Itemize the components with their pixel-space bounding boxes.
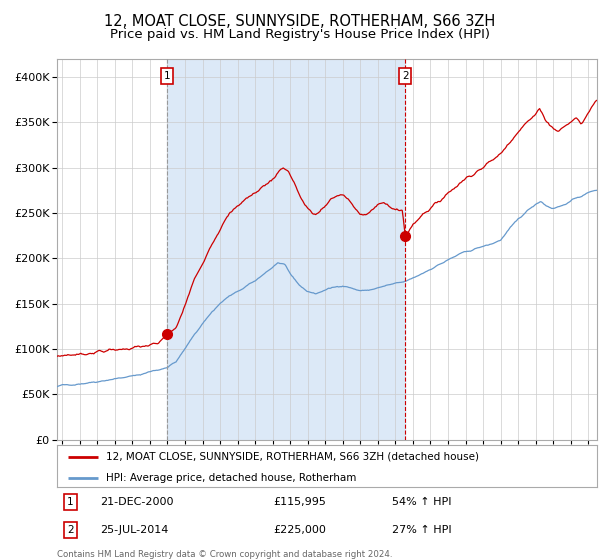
Text: Contains HM Land Registry data © Crown copyright and database right 2024.
This d: Contains HM Land Registry data © Crown c… — [57, 550, 392, 560]
Text: 12, MOAT CLOSE, SUNNYSIDE, ROTHERHAM, S66 3ZH (detached house): 12, MOAT CLOSE, SUNNYSIDE, ROTHERHAM, S6… — [106, 451, 479, 461]
Text: Price paid vs. HM Land Registry's House Price Index (HPI): Price paid vs. HM Land Registry's House … — [110, 28, 490, 41]
Text: 2: 2 — [402, 71, 409, 81]
Text: 21-DEC-2000: 21-DEC-2000 — [100, 497, 174, 507]
Text: 27% ↑ HPI: 27% ↑ HPI — [392, 525, 451, 535]
Text: 12, MOAT CLOSE, SUNNYSIDE, ROTHERHAM, S66 3ZH: 12, MOAT CLOSE, SUNNYSIDE, ROTHERHAM, S6… — [104, 14, 496, 29]
Text: 54% ↑ HPI: 54% ↑ HPI — [392, 497, 451, 507]
Bar — [167, 59, 405, 440]
Text: 2: 2 — [67, 525, 74, 535]
Text: HPI: Average price, detached house, Rotherham: HPI: Average price, detached house, Roth… — [106, 473, 356, 483]
Text: 1: 1 — [67, 497, 74, 507]
Text: £225,000: £225,000 — [273, 525, 326, 535]
Text: 25-JUL-2014: 25-JUL-2014 — [100, 525, 169, 535]
Text: 1: 1 — [164, 71, 170, 81]
Text: £115,995: £115,995 — [273, 497, 326, 507]
